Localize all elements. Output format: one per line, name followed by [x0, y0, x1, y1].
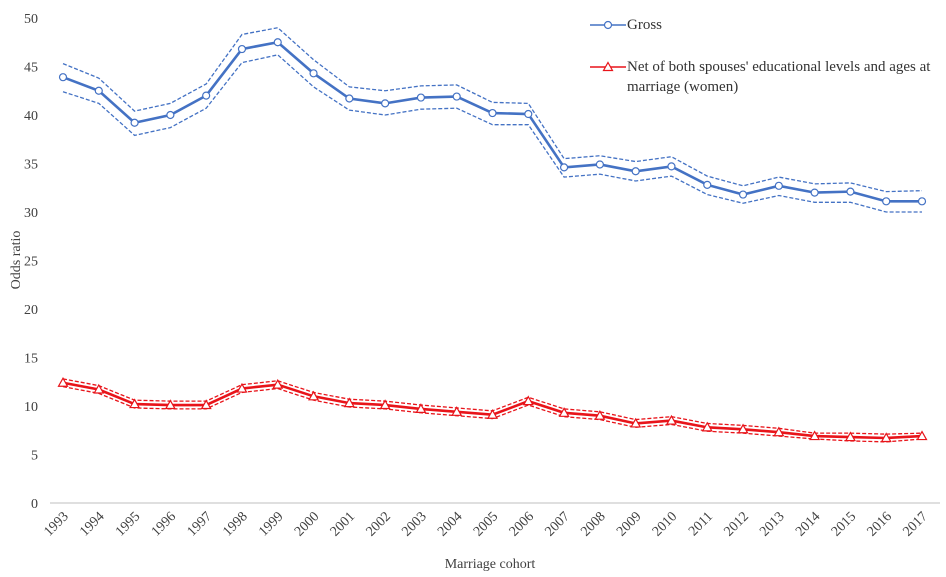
point-marker: [130, 118, 139, 127]
point-marker: [522, 395, 534, 406]
point-marker: [273, 38, 282, 47]
point-marker: [701, 421, 713, 432]
x-tick-label: 2015: [829, 509, 859, 539]
y-tick-label: 10: [24, 400, 38, 415]
point-marker: [810, 188, 819, 197]
point-marker: [665, 414, 677, 425]
x-tick-label: 2014: [793, 509, 823, 539]
x-tick-label: 2002: [364, 509, 394, 539]
point-marker: [58, 73, 68, 82]
point-marker: [595, 160, 604, 169]
x-tick-label: 1995: [113, 509, 143, 539]
point-marker: [486, 409, 499, 419]
x-tick-label: 2008: [578, 509, 608, 539]
x-tick-label: 2000: [292, 509, 322, 539]
point-marker: [917, 197, 927, 206]
point-marker: [94, 86, 103, 95]
point-marker: [602, 61, 614, 72]
x-tick-label: 1994: [77, 509, 107, 539]
x-tick-label: 2001: [328, 509, 358, 539]
y-tick-label: 25: [24, 255, 38, 270]
x-tick-label: 2013: [757, 509, 787, 539]
point-marker: [343, 397, 355, 408]
lower-bound-line: [62, 54, 922, 213]
x-tick-label: 2009: [614, 509, 644, 539]
point-marker: [631, 167, 640, 176]
y-tick-label: 5: [31, 449, 38, 464]
point-marker: [738, 190, 748, 199]
point-marker: [846, 187, 855, 196]
x-tick-label: 2011: [686, 509, 716, 539]
point-marker: [452, 92, 461, 101]
y-tick-label: 40: [24, 109, 38, 124]
point-marker: [272, 378, 284, 389]
point-marker: [416, 93, 426, 102]
point-marker: [703, 180, 712, 189]
point-marker: [237, 44, 247, 54]
point-marker: [559, 163, 569, 172]
x-tick-label: 2010: [650, 509, 680, 539]
x-tick-label: 1998: [220, 509, 250, 539]
point-marker: [202, 91, 211, 100]
point-marker: [603, 20, 613, 30]
point-marker: [236, 382, 248, 393]
point-marker: [844, 431, 856, 442]
point-marker: [379, 399, 391, 410]
x-tick-label: 2003: [399, 509, 429, 539]
point-marker: [345, 94, 354, 103]
legend-label: Gross: [627, 17, 663, 33]
upper-bound-line: [62, 27, 923, 193]
point-marker: [415, 403, 427, 414]
x-tick-label: 1997: [185, 509, 215, 539]
point-marker: [129, 398, 141, 409]
x-axis-title: Marriage cohort: [445, 557, 536, 572]
point-marker: [451, 406, 463, 416]
x-tick-label: 2006: [507, 509, 537, 539]
x-tick-label: 1996: [149, 509, 179, 539]
point-marker: [773, 426, 785, 437]
point-marker: [166, 110, 175, 120]
point-marker: [737, 423, 749, 434]
point-marker: [200, 399, 212, 410]
x-tick-label: 2016: [865, 509, 895, 539]
y-tick-label: 50: [24, 12, 38, 27]
y-tick-label: 15: [24, 352, 38, 367]
point-marker: [630, 417, 642, 428]
y-tick-label: 30: [24, 206, 38, 221]
point-marker: [916, 430, 928, 441]
point-marker: [667, 162, 676, 171]
point-marker: [880, 432, 892, 443]
y-axis-title: Odds ratio: [9, 231, 24, 290]
point-marker: [381, 99, 390, 108]
x-tick-label: 2004: [435, 509, 465, 539]
point-marker: [488, 108, 497, 118]
point-marker: [882, 197, 891, 206]
point-marker: [309, 69, 318, 78]
x-tick-label: 2007: [543, 509, 573, 539]
point-marker: [774, 181, 783, 190]
point-marker: [558, 407, 570, 417]
x-tick-label: 2017: [900, 509, 930, 539]
x-tick-label: 2012: [721, 509, 751, 539]
upper-bound-line: [62, 378, 923, 435]
y-tick-label: 0: [31, 497, 38, 512]
point-marker: [594, 409, 606, 420]
y-tick-label: 35: [24, 158, 38, 173]
point-marker: [164, 399, 176, 410]
y-tick-label: 45: [24, 61, 38, 76]
point-marker: [93, 383, 105, 394]
legend-label: Net of both spouses' educational levels …: [627, 59, 931, 95]
x-tick-label: 2005: [471, 509, 501, 539]
point-marker: [308, 390, 320, 401]
point-marker: [57, 376, 69, 387]
point-marker: [524, 109, 533, 119]
y-tick-label: 20: [24, 303, 38, 318]
point-marker: [809, 430, 821, 441]
x-tick-label: 1993: [41, 509, 71, 539]
x-tick-label: 1999: [256, 509, 286, 539]
